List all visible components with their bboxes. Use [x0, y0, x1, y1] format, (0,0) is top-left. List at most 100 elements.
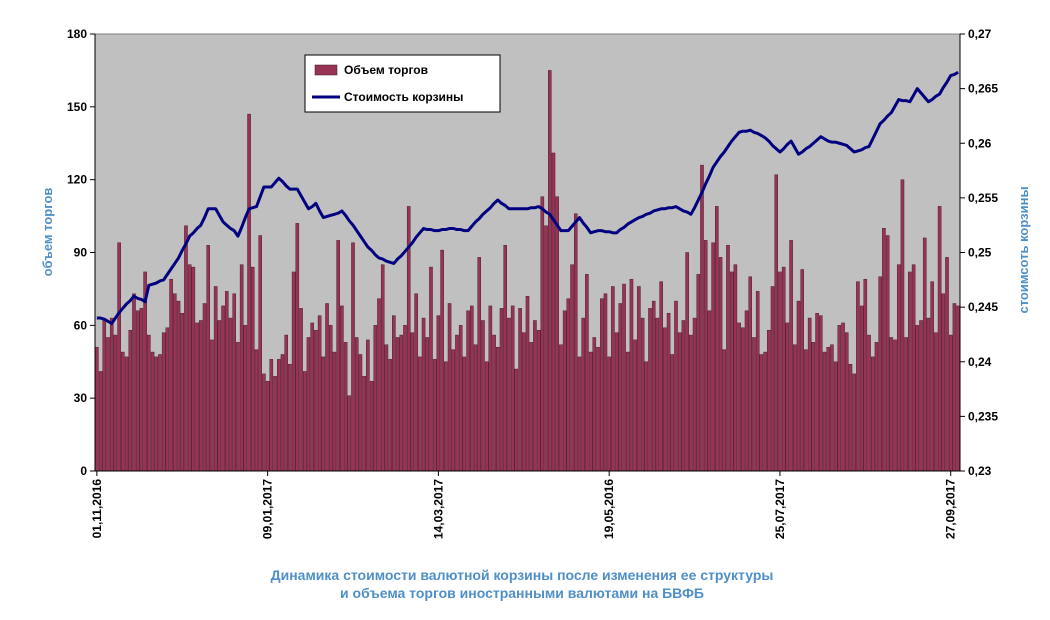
bar	[833, 361, 838, 472]
bar	[273, 376, 277, 472]
bar	[277, 359, 281, 472]
bar	[737, 322, 741, 472]
bar	[180, 312, 185, 472]
bar	[689, 334, 693, 472]
bar	[896, 264, 901, 472]
bar	[451, 349, 456, 472]
bar	[930, 281, 934, 472]
y2-tick-label: 0,245	[968, 300, 998, 314]
bar	[328, 325, 333, 472]
bar	[885, 235, 890, 472]
bar	[893, 339, 897, 472]
bar	[169, 279, 173, 472]
bar	[696, 274, 701, 472]
bar	[251, 266, 255, 472]
y2-tick-label: 0,26	[968, 136, 992, 150]
bar	[845, 332, 849, 472]
y2-axis-label: стоимсоть корзины	[1016, 186, 1031, 313]
bar	[336, 240, 340, 472]
bar	[585, 274, 589, 472]
bar	[306, 337, 311, 472]
bar	[481, 320, 485, 472]
bar	[856, 281, 860, 472]
bar	[503, 245, 507, 472]
bar	[677, 332, 682, 472]
bar	[819, 315, 823, 472]
bar	[544, 225, 548, 472]
bar	[551, 152, 556, 472]
bar	[121, 351, 125, 472]
y2-tick-label: 0,23	[968, 464, 992, 478]
bar	[904, 337, 908, 472]
bar	[388, 359, 392, 472]
bar	[522, 332, 526, 472]
bar	[232, 293, 236, 472]
bar	[507, 317, 511, 472]
bar	[607, 356, 611, 472]
bar	[291, 271, 296, 472]
bar	[767, 329, 771, 472]
bar	[124, 356, 129, 472]
bar	[221, 305, 225, 472]
bar	[644, 361, 649, 472]
bar	[659, 281, 663, 472]
bar	[789, 240, 793, 472]
bar	[956, 305, 960, 472]
x-tick-label: 01,11,2016	[90, 479, 104, 539]
x-tick-label: 09,01,2017	[261, 479, 275, 539]
bar	[611, 286, 615, 472]
y2-tick-label: 0,235	[968, 409, 998, 423]
bar	[362, 376, 366, 472]
bar	[343, 342, 348, 472]
bar	[566, 298, 571, 472]
bar	[243, 325, 248, 472]
bar	[922, 237, 927, 472]
bar	[514, 368, 519, 472]
legend: Объем торгов Стоимость корзины	[304, 54, 501, 113]
bar	[926, 317, 931, 472]
bar	[351, 242, 355, 472]
bar	[733, 264, 738, 472]
bar	[599, 298, 604, 472]
bar	[870, 356, 875, 472]
x-tick-label: 25,07,2017	[773, 479, 787, 539]
bar	[548, 70, 552, 472]
bar	[941, 293, 946, 472]
bar	[132, 293, 136, 472]
bar	[466, 310, 470, 472]
bar	[395, 337, 400, 472]
bar	[882, 228, 886, 472]
bar	[228, 317, 233, 472]
bar	[588, 351, 593, 472]
bar	[325, 303, 329, 472]
bar	[618, 303, 623, 472]
bar	[570, 264, 574, 472]
bar	[321, 356, 326, 472]
bar	[555, 196, 559, 472]
bar	[173, 293, 177, 472]
bar	[518, 308, 522, 472]
bar	[265, 380, 270, 472]
bar	[310, 322, 314, 472]
bar	[340, 305, 344, 472]
bar	[128, 329, 133, 472]
bar	[525, 296, 530, 472]
y-tick-label: 0	[80, 464, 87, 478]
bar	[744, 310, 749, 472]
bar	[176, 300, 181, 472]
bar	[165, 327, 170, 472]
bar	[648, 308, 652, 472]
bar	[774, 174, 778, 472]
bar	[830, 344, 834, 472]
bar	[477, 257, 481, 472]
y2-tick-label: 0,25	[968, 246, 992, 260]
y-tick-label: 150	[67, 100, 87, 114]
y-tick-label: 120	[67, 173, 87, 187]
bar	[317, 315, 322, 472]
bar	[826, 346, 830, 472]
bar	[629, 279, 634, 472]
bar	[529, 342, 533, 472]
bar	[722, 349, 727, 472]
bar	[785, 322, 790, 472]
bar	[258, 235, 262, 472]
